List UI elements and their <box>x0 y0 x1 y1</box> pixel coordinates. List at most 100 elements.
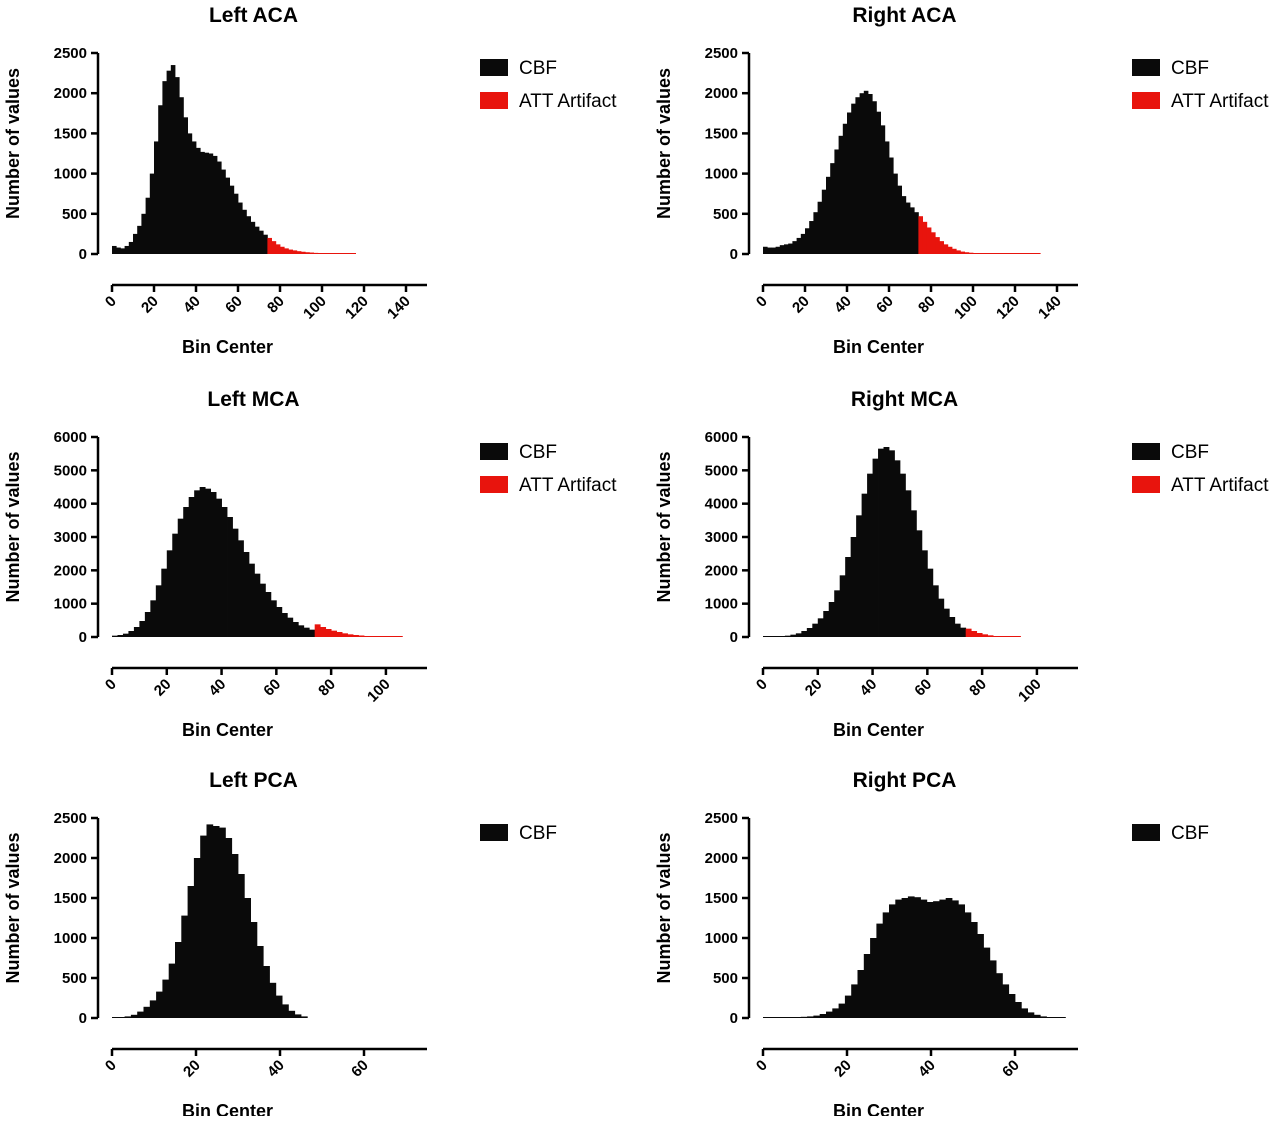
cbf-bar <box>282 1004 289 1018</box>
cbf-bar <box>838 135 844 254</box>
cbf-bar <box>960 627 967 637</box>
x-axis-label: Bin Center <box>833 1101 924 1116</box>
att-artifact-bar <box>939 241 944 254</box>
y-tick-label: 1000 <box>54 596 87 613</box>
cbf-bar <box>954 623 961 637</box>
cbf-bar <box>181 915 188 1018</box>
cbf-bar <box>964 912 972 1018</box>
cbf-bar <box>807 1016 814 1018</box>
cbf-bar <box>805 228 810 254</box>
cbf-bar <box>768 636 775 637</box>
cbf-bar <box>876 111 881 254</box>
cbf-bar <box>303 627 310 637</box>
cbf-bar <box>828 602 835 637</box>
x-tick-label: 0 <box>753 676 771 694</box>
cbf-bar <box>238 874 245 1018</box>
x-tick-label: 80 <box>966 676 990 700</box>
y-tick-label: 5000 <box>705 462 738 479</box>
cbf-bar <box>221 507 228 637</box>
cbf-bar <box>823 611 830 637</box>
att-artifact-bar <box>993 636 999 637</box>
att-artifact-bar <box>374 636 381 637</box>
cbf-bar <box>819 1014 827 1018</box>
y-tick-label: 2500 <box>705 45 738 62</box>
att-artifact-bar <box>1023 253 1028 254</box>
legend-swatch <box>1132 59 1160 76</box>
x-axis-label: Bin Center <box>182 1101 273 1116</box>
x-tick-label: 0 <box>753 1057 771 1075</box>
x-axis-label: Bin Center <box>182 337 273 357</box>
cbf-bar <box>227 517 233 637</box>
cbf-bar <box>270 600 277 637</box>
cbf-bar <box>775 1017 783 1018</box>
x-tick-label: 60 <box>260 676 284 700</box>
att-artifact-bar <box>965 628 972 637</box>
cbf-bar <box>287 617 294 637</box>
cbf-bar <box>281 613 288 637</box>
cbf-bar <box>238 202 243 254</box>
y-tick-label: 1000 <box>54 166 87 183</box>
legend-swatch <box>480 476 508 493</box>
cbf-bar <box>117 635 124 637</box>
y-tick-label: 0 <box>79 629 87 646</box>
cbf-bar <box>137 225 142 254</box>
x-tick-label: 60 <box>222 293 246 317</box>
att-artifact-bar <box>1009 636 1016 637</box>
att-artifact-bar <box>926 227 932 254</box>
x-axis-label: Bin Center <box>833 720 924 740</box>
cbf-bar <box>817 201 823 254</box>
cbf-bar <box>921 550 928 637</box>
att-artifact-bar <box>947 246 953 254</box>
att-artifact-bar <box>351 253 356 254</box>
x-tick-label: 20 <box>180 1057 204 1081</box>
cbf-bar <box>183 117 188 254</box>
y-tick-label: 2000 <box>705 850 738 867</box>
cbf-bar <box>254 226 260 254</box>
att-artifact-bar <box>982 634 989 637</box>
x-tick-label: 100 <box>300 293 330 323</box>
x-tick-label: 140 <box>384 293 414 323</box>
x-tick-label: 120 <box>993 293 1023 323</box>
att-artifact-bar <box>271 241 277 254</box>
cbf-bar <box>208 153 214 254</box>
cbf-bar <box>112 635 118 637</box>
att-artifact-bar <box>1019 253 1024 254</box>
att-artifact-bar <box>288 249 293 254</box>
cbf-bar <box>238 540 244 637</box>
cbf-bar <box>872 458 879 637</box>
cbf-bar <box>767 247 772 254</box>
y-tick-label: 6000 <box>705 429 738 446</box>
cbf-bar <box>191 141 197 254</box>
cbf-bar <box>248 563 255 637</box>
cbf-bar <box>143 1006 151 1018</box>
att-artifact-bar <box>338 253 344 254</box>
x-tick-label: 60 <box>348 1057 372 1081</box>
legend-swatch <box>1132 92 1160 109</box>
cbf-bar <box>910 207 915 254</box>
legend-swatch <box>480 59 508 76</box>
att-artifact-bar <box>347 634 354 637</box>
att-artifact-bar <box>301 251 306 254</box>
cbf-bar <box>244 898 251 1018</box>
att-artifact-bar <box>1004 636 1010 637</box>
att-artifact-bar <box>317 253 323 254</box>
cbf-bar <box>876 923 884 1018</box>
cbf-bar <box>231 854 239 1018</box>
y-tick-label: 0 <box>730 629 738 646</box>
att-artifact-bar <box>353 635 359 637</box>
cbf-bar <box>168 963 176 1018</box>
x-tick-label: 40 <box>915 1057 939 1081</box>
cbf-bar <box>897 185 902 254</box>
cbf-bar <box>212 826 220 1018</box>
cbf-bar <box>859 93 865 254</box>
cbf-bar <box>901 898 909 1018</box>
cbf-bar <box>204 152 209 254</box>
att-artifact-bar <box>931 232 936 254</box>
cbf-bar <box>233 193 239 254</box>
cbf-bar <box>901 196 907 254</box>
cbf-bar <box>250 922 258 1018</box>
cbf-bar <box>830 163 835 254</box>
cbf-bar <box>150 600 157 637</box>
cbf-bar <box>149 173 155 254</box>
